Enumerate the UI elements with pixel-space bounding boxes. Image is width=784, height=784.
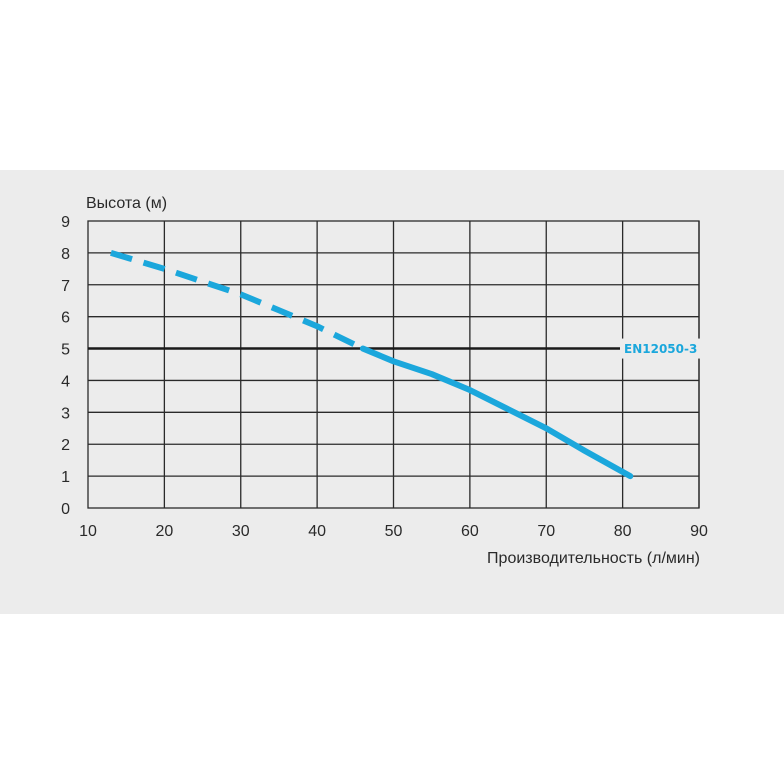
y-tick-label-4: 4	[61, 373, 70, 390]
reference-line-group: EN12050-3	[88, 338, 701, 359]
y-tick-label-0: 0	[61, 501, 70, 518]
x-tick-label-70: 70	[537, 523, 555, 540]
reference-label-bg	[620, 338, 701, 359]
y-tick-label-3: 3	[61, 405, 70, 422]
x-tick-label-60: 60	[461, 523, 479, 540]
x-tick-label-80: 80	[614, 523, 632, 540]
y-tick-label-5: 5	[61, 342, 70, 359]
chart-background	[0, 170, 784, 614]
y-tick-label-6: 6	[61, 310, 70, 327]
tick-labels: 10 20 30 40 50 60 70 80 90 0 1 2 3 4 5 6 7 8 9	[61, 214, 708, 540]
performance-curve-group	[110, 250, 634, 480]
y-tick-label-8: 8	[61, 246, 70, 263]
reference-line-label: EN12050-3	[624, 342, 697, 356]
x-tick-label-30: 30	[232, 523, 250, 540]
curve-dashed-segment	[110, 250, 365, 352]
grid	[87, 220, 700, 509]
y-axis-label: Высота (м)	[86, 195, 167, 212]
x-tick-label-40: 40	[308, 523, 326, 540]
x-tick-label-10: 10	[79, 523, 97, 540]
curve-solid-segment	[359, 345, 634, 480]
x-tick-label-50: 50	[385, 523, 403, 540]
x-tick-label-90: 90	[690, 523, 708, 540]
plot-frame	[87, 220, 700, 509]
y-tick-label-9: 9	[61, 214, 70, 231]
y-tick-label-2: 2	[61, 437, 70, 454]
y-tick-label-7: 7	[61, 278, 70, 295]
x-tick-label-20: 20	[155, 523, 173, 540]
x-axis-label: Производительность (л/мин)	[487, 550, 700, 567]
y-tick-label-1: 1	[61, 469, 70, 486]
